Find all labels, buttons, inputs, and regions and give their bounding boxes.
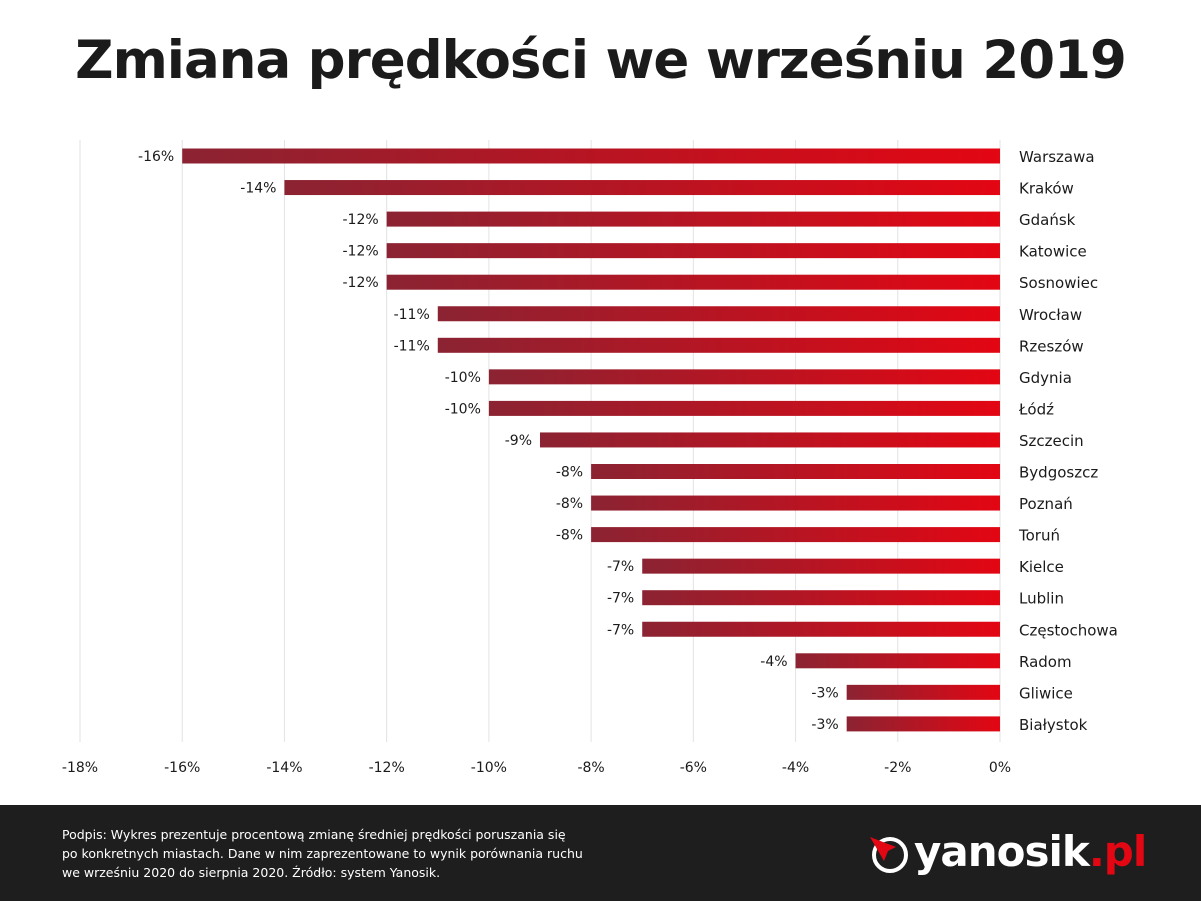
- category-label: Białystok: [1019, 716, 1088, 734]
- bar-value-label: -14%: [240, 181, 276, 197]
- bar: [642, 621, 1000, 637]
- bar-value-label: -10%: [445, 370, 481, 386]
- chart-title: Zmiana prędkości we wrześniu 2019: [75, 30, 1127, 91]
- bar: [284, 180, 1000, 196]
- caption-line: po konkretnych miastach. Dane w nim zapr…: [62, 846, 583, 861]
- category-label: Rzeszów: [1019, 337, 1084, 355]
- bar: [386, 211, 1001, 227]
- bar-value-label: -9%: [505, 433, 532, 449]
- bar-value-label: -12%: [342, 244, 378, 260]
- bar: [591, 527, 1000, 543]
- bar: [642, 590, 1000, 606]
- x-tick-label: -16%: [164, 760, 200, 776]
- bar-value-label: -11%: [394, 307, 430, 323]
- bar-value-label: -11%: [394, 338, 430, 354]
- caption-line: Podpis: Wykres prezentuje procentową zmi…: [62, 827, 566, 842]
- bar: [488, 369, 1000, 385]
- yanosik-logo-icon: [870, 837, 908, 873]
- yanosik-logo: yanosik.pl: [866, 825, 1147, 885]
- x-tick-label: -6%: [680, 760, 707, 776]
- footer: Podpis: Wykres prezentuje procentową zmi…: [0, 805, 1201, 901]
- bar-chart: -16% Warszawa -14% Kraków -12% Gdańsk -12% Kato…: [62, 140, 1118, 776]
- category-label: Radom: [1019, 653, 1072, 671]
- category-label: Łódź: [1018, 400, 1054, 418]
- bar: [846, 684, 1000, 700]
- bar-value-label: -8%: [556, 496, 583, 512]
- category-label: Warszawa: [1019, 148, 1095, 166]
- category-label: Katowice: [1019, 243, 1087, 261]
- x-tick-label: -14%: [266, 760, 302, 776]
- category-label: Kraków: [1019, 180, 1074, 198]
- bar-value-label: -3%: [811, 685, 838, 701]
- x-tick-label: -10%: [471, 760, 507, 776]
- bar: [386, 243, 1001, 259]
- bar: [182, 148, 1000, 164]
- bar-value-label: -7%: [607, 622, 634, 638]
- bar-value-label: -7%: [607, 559, 634, 575]
- bar: [540, 432, 1000, 448]
- x-axis-ticks: -18% -16% -14% -12% -10% -8% -6% -4% -2% 0%: [62, 760, 1011, 776]
- bar: [591, 464, 1000, 479]
- bar-value-label: -10%: [445, 401, 481, 417]
- bar: [642, 558, 1000, 574]
- bar: [386, 274, 1001, 290]
- category-label: Gdynia: [1019, 369, 1072, 387]
- x-tick-label: 0%: [989, 760, 1011, 776]
- category-label: Kielce: [1019, 558, 1064, 576]
- footer-caption: Podpis: Wykres prezentuje procentową zmi…: [62, 825, 662, 882]
- caption-line: we wrześniu 2020 do sierpnia 2020. Źródł…: [62, 865, 441, 880]
- category-label: Wrocław: [1019, 306, 1082, 324]
- x-tick-label: -2%: [884, 760, 911, 776]
- bar-value-label: -12%: [342, 212, 378, 228]
- category-label: Sosnowiec: [1019, 274, 1098, 292]
- bars: [182, 148, 1001, 732]
- category-label: Gliwice: [1019, 684, 1073, 702]
- category-label: Poznań: [1019, 495, 1073, 513]
- category-label: Bydgoszcz: [1019, 464, 1098, 482]
- bar: [437, 337, 1000, 353]
- category-label: Toruń: [1018, 527, 1060, 545]
- category-label: Lublin: [1019, 590, 1064, 608]
- category-label: Gdańsk: [1019, 211, 1076, 229]
- bar-value-label: -16%: [138, 149, 174, 165]
- bar-value-label: -7%: [607, 591, 634, 607]
- bar-value-label: -3%: [811, 717, 838, 733]
- x-tick-label: -18%: [62, 760, 98, 776]
- bar-value-label: -8%: [556, 528, 583, 544]
- x-tick-label: -4%: [782, 760, 809, 776]
- bar: [795, 653, 1000, 669]
- bar: [437, 306, 1000, 322]
- bar: [846, 716, 1000, 732]
- logo-text: yanosik.pl: [914, 827, 1147, 876]
- bar-value-label: -8%: [556, 465, 583, 481]
- bar: [488, 400, 1000, 416]
- x-tick-label: -8%: [577, 760, 604, 776]
- category-label: Szczecin: [1019, 432, 1084, 450]
- bar-value-label: -12%: [342, 275, 378, 291]
- bar: [591, 495, 1000, 511]
- labels: -16% Warszawa -14% Kraków -12% Gdańsk -12% Kato…: [138, 148, 1118, 734]
- bar-value-label: -4%: [760, 654, 787, 670]
- category-label: Częstochowa: [1019, 621, 1118, 639]
- x-tick-label: -12%: [369, 760, 405, 776]
